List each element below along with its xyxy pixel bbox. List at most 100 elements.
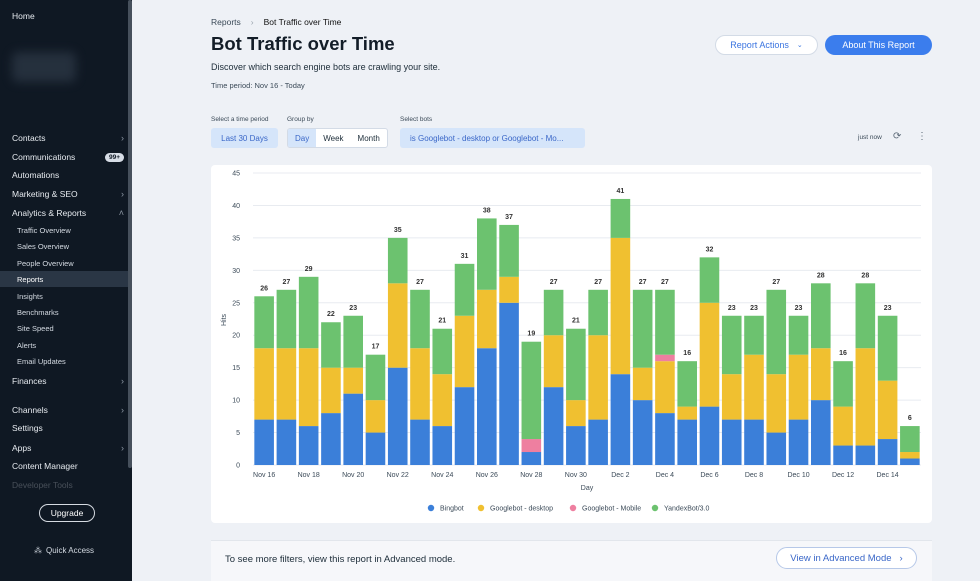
sidebar-sub-alerts[interactable]: Alerts bbox=[0, 337, 132, 353]
bar-segment bbox=[521, 452, 542, 465]
sidebar-item-channels[interactable]: Channels › bbox=[12, 402, 124, 418]
bar-segment bbox=[499, 224, 519, 277]
data-label: 41 bbox=[617, 188, 625, 195]
sidebar-sub-traffic-overview[interactable]: Traffic Overview bbox=[0, 222, 132, 238]
time-period-select[interactable]: Last 30 Days bbox=[211, 128, 278, 148]
site-name-blurred bbox=[12, 52, 76, 82]
bar-segment bbox=[610, 198, 631, 238]
data-label: 31 bbox=[461, 253, 469, 260]
data-label: 22 bbox=[327, 311, 335, 318]
data-label: 6 bbox=[908, 415, 912, 422]
select-bots-filter[interactable]: is Googlebot - desktop or Googlebot - Mo… bbox=[400, 128, 585, 148]
group-by-month[interactable]: Month bbox=[357, 133, 380, 143]
x-tick-label: Nov 26 bbox=[476, 472, 498, 479]
bar-segment bbox=[677, 361, 697, 407]
sidebar-item-apps[interactable]: Apps › bbox=[12, 440, 124, 456]
sidebar-sub-sales-overview[interactable]: Sales Overview bbox=[0, 238, 132, 254]
group-by-week[interactable]: Week bbox=[323, 133, 344, 143]
refresh-icon[interactable]: ⟳ bbox=[893, 131, 902, 142]
data-label: 27 bbox=[550, 279, 558, 286]
sidebar-item-label: Settings bbox=[12, 423, 43, 433]
y-tick-label: 10 bbox=[232, 398, 240, 405]
sidebar-item-home[interactable]: Home bbox=[12, 8, 124, 24]
sidebar-item-label: Channels bbox=[12, 405, 48, 415]
sidebar-sub-reports[interactable]: Reports bbox=[0, 271, 132, 287]
data-label: 37 bbox=[505, 214, 513, 221]
bar-segment bbox=[321, 413, 341, 465]
bar-segment bbox=[610, 237, 631, 375]
bar-segment bbox=[655, 361, 675, 414]
bar-segment bbox=[343, 393, 363, 465]
view-advanced-mode-button[interactable]: View in Advanced Mode › bbox=[776, 547, 917, 569]
group-by-day[interactable]: Day bbox=[288, 129, 317, 147]
y-tick-label: 25 bbox=[232, 300, 240, 307]
bar-segment bbox=[254, 419, 274, 465]
sidebar-item-marketing-seo[interactable]: Marketing & SEO › bbox=[12, 186, 124, 202]
sidebar-sub-email-updates[interactable]: Email Updates bbox=[0, 353, 132, 369]
sidebar-item-label: Sales Overview bbox=[17, 241, 70, 251]
bar-segment bbox=[699, 406, 720, 465]
sidebar-item-finances[interactable]: Finances › bbox=[12, 373, 124, 389]
chevron-right-icon: › bbox=[250, 17, 254, 27]
sidebar-item-communications[interactable]: Communications 99+ bbox=[12, 149, 124, 165]
sidebar-item-developer-tools[interactable]: Developer Tools bbox=[12, 477, 124, 493]
sidebar-item-contacts[interactable]: Contacts › bbox=[12, 130, 124, 146]
chevron-right-icon: › bbox=[121, 405, 124, 415]
y-tick-label: 45 bbox=[232, 171, 240, 178]
data-label: 16 bbox=[839, 350, 847, 357]
x-tick-label: Dec 10 bbox=[787, 472, 809, 479]
legend-label: Googlebot - Mobile bbox=[582, 506, 641, 513]
bar-segment bbox=[811, 283, 831, 349]
sidebar-item-label: Developer Tools bbox=[12, 480, 73, 490]
bar-segment bbox=[521, 439, 542, 453]
bar-segment bbox=[677, 419, 697, 465]
sidebar-item-automations[interactable]: Automations bbox=[12, 167, 124, 183]
breadcrumb-parent-link[interactable]: Reports bbox=[211, 17, 241, 27]
bar-segment bbox=[766, 289, 787, 375]
bar-segment bbox=[276, 289, 297, 349]
bar-segment bbox=[276, 419, 297, 465]
notification-badge: 99+ bbox=[104, 152, 124, 162]
x-axis-label: Day bbox=[581, 485, 594, 492]
sidebar-scrollbar[interactable] bbox=[128, 0, 132, 468]
x-tick-label: Dec 14 bbox=[877, 472, 899, 479]
data-label: 23 bbox=[349, 305, 357, 312]
bar-segment bbox=[610, 374, 631, 465]
about-report-button[interactable]: About This Report bbox=[825, 35, 932, 55]
sidebar-item-label: Alerts bbox=[17, 340, 37, 350]
bar-segment bbox=[766, 374, 787, 433]
bar-segment bbox=[744, 419, 764, 465]
sidebar-item-content-manager[interactable]: Content Manager bbox=[12, 458, 124, 474]
y-tick-label: 40 bbox=[232, 203, 240, 210]
upgrade-label: Upgrade bbox=[50, 508, 84, 518]
bar-segment bbox=[543, 289, 564, 336]
bar-segment bbox=[477, 218, 497, 290]
bar-segment bbox=[454, 387, 475, 465]
data-label: 27 bbox=[283, 279, 291, 286]
sidebar-sub-benchmarks[interactable]: Benchmarks bbox=[0, 304, 132, 320]
bar-segment bbox=[410, 348, 430, 420]
bar-segment bbox=[298, 348, 319, 427]
y-tick-label: 0 bbox=[236, 463, 240, 470]
upgrade-button[interactable]: Upgrade bbox=[39, 504, 95, 522]
more-options-icon[interactable]: ⋮ bbox=[917, 131, 927, 142]
sidebar-sub-people-overview[interactable]: People Overview bbox=[0, 255, 132, 271]
report-actions-button[interactable]: Report Actions ⌄ bbox=[715, 35, 818, 55]
sidebar-item-analytics-reports[interactable]: Analytics & Reports ˄ bbox=[12, 205, 124, 221]
x-tick-label: Dec 6 bbox=[700, 472, 718, 479]
bar-segment bbox=[855, 348, 876, 446]
sidebar-item-settings[interactable]: Settings bbox=[12, 420, 124, 436]
bar-segment bbox=[543, 335, 564, 388]
advanced-mode-banner: To see more filters, view this report in… bbox=[211, 540, 932, 581]
bar-segment bbox=[321, 322, 341, 368]
sidebar-item-label: People Overview bbox=[17, 258, 74, 268]
chart-card: 26 27 29 22 23 17 35 27 21 31 38 37 19 27 21 27 41 27 27 16… bbox=[211, 165, 932, 523]
sidebar-sub-site-speed[interactable]: Site Speed bbox=[0, 320, 132, 336]
bar-segment bbox=[499, 276, 519, 303]
quick-access-button[interactable]: ⁂ Quick Access bbox=[34, 546, 94, 555]
group-by-toggle: Day Week Month bbox=[287, 128, 388, 148]
bar-segment bbox=[766, 432, 787, 465]
sidebar-item-label: Insights bbox=[17, 291, 43, 301]
sidebar-sub-insights[interactable]: Insights bbox=[0, 288, 132, 304]
legend-swatch bbox=[651, 504, 659, 512]
